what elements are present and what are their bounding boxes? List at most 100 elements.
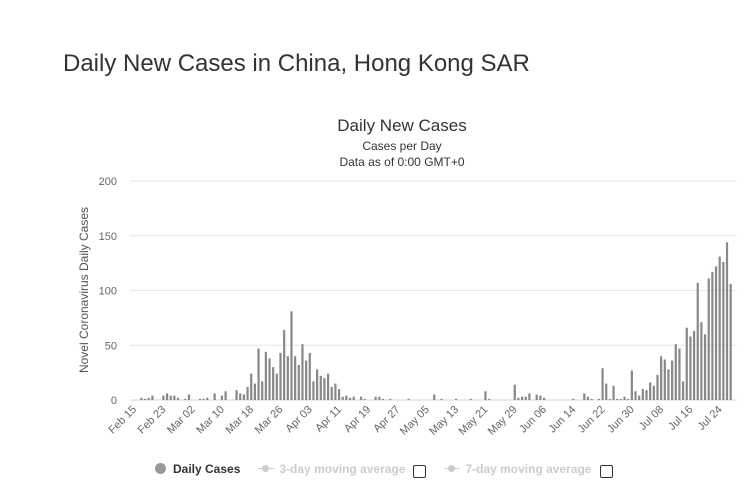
bar	[140, 397, 143, 400]
bar	[330, 386, 333, 400]
bar	[242, 394, 245, 400]
x-tick-label: Feb 23	[136, 404, 169, 437]
bar	[440, 398, 443, 400]
bar	[597, 398, 601, 400]
bar	[345, 395, 348, 400]
bar	[279, 352, 282, 400]
bar	[261, 381, 264, 400]
y-tick-label: 200	[99, 176, 117, 188]
x-tick-label: Jun 06	[517, 404, 549, 436]
chart-subtitle-2: Data as of 0:00 GMT+0	[339, 155, 464, 169]
chart-subtitle-1: Cases per Day	[362, 139, 441, 153]
bar	[433, 394, 436, 400]
bar	[202, 398, 205, 400]
bar	[381, 398, 385, 400]
bar	[718, 256, 721, 400]
bar	[206, 397, 209, 400]
bar	[323, 378, 326, 400]
bar	[608, 398, 611, 400]
bar	[660, 356, 663, 400]
bar	[176, 397, 180, 400]
bar	[700, 322, 703, 400]
line-marker-icon	[444, 463, 461, 474]
bar	[253, 383, 256, 400]
x-tick-label: Jul 08	[637, 404, 666, 433]
legend-3-day-average[interactable]: 3-day moving average	[258, 462, 405, 476]
bar	[294, 356, 297, 400]
bar	[729, 283, 732, 400]
bar	[671, 360, 674, 400]
3-day-average-checkbox[interactable]	[413, 465, 427, 478]
bar	[678, 348, 681, 400]
bar	[590, 398, 593, 400]
bar	[348, 397, 352, 400]
bar	[378, 396, 381, 400]
bar	[524, 396, 527, 400]
chart-title: Daily New Cases	[337, 116, 466, 135]
bar	[173, 395, 176, 400]
bar	[337, 389, 341, 400]
bar	[619, 398, 622, 400]
x-tick-label: May 05	[398, 404, 432, 438]
bar	[605, 383, 608, 400]
bar	[272, 367, 275, 400]
bar	[542, 397, 546, 400]
bar	[162, 395, 165, 400]
legend-label: 7-day moving average	[465, 461, 592, 476]
bar	[301, 344, 304, 400]
bar	[652, 385, 655, 400]
legend-daily-cases[interactable]: Daily Cases	[155, 462, 240, 476]
x-tick-label: Apr 19	[342, 404, 373, 435]
bar	[722, 262, 725, 400]
bar	[707, 278, 710, 400]
bar	[312, 381, 315, 400]
bar	[711, 271, 714, 400]
bar	[572, 398, 575, 400]
bar	[714, 266, 718, 400]
legend-label: 3-day moving average	[279, 461, 406, 476]
bar	[455, 398, 458, 400]
bar	[517, 397, 520, 400]
bar	[528, 393, 531, 400]
bar	[725, 242, 729, 400]
bar	[601, 368, 604, 400]
x-tick-label: Mar 02	[165, 404, 198, 437]
bar	[645, 390, 648, 400]
bar	[663, 359, 666, 400]
bar	[246, 386, 249, 400]
x-tick-label: Jul 16	[666, 404, 695, 433]
bar	[630, 370, 633, 400]
7-day-average-checkbox[interactable]	[599, 465, 613, 478]
legend-7-day-average[interactable]: 7-day moving average	[444, 461, 592, 476]
bar	[305, 360, 308, 400]
x-tick-label: May 13	[427, 404, 461, 438]
bar	[334, 383, 337, 400]
bar	[612, 385, 615, 400]
bar	[685, 327, 688, 400]
bar	[184, 398, 187, 400]
x-tick-label: Jul 24	[695, 404, 724, 433]
bar	[627, 398, 630, 400]
bar	[407, 398, 410, 400]
bar	[638, 395, 641, 400]
bar	[539, 395, 542, 400]
bar	[389, 398, 392, 400]
bar	[667, 369, 670, 400]
bar	[535, 394, 538, 400]
bar	[682, 381, 685, 400]
y-tick-label: 50	[105, 340, 117, 352]
bar	[616, 398, 619, 400]
bar	[352, 396, 355, 400]
bar	[220, 395, 224, 400]
page-title: Daily New Cases in China, Hong Kong SAR	[63, 50, 530, 77]
x-tick-label: Mar 10	[194, 404, 227, 437]
bar	[623, 396, 626, 400]
bar	[696, 282, 699, 400]
bar	[586, 396, 590, 400]
bar	[169, 395, 172, 400]
bar	[147, 397, 150, 400]
bar	[264, 351, 267, 400]
bar	[520, 396, 524, 400]
x-tick-label: Apr 03	[283, 404, 314, 435]
